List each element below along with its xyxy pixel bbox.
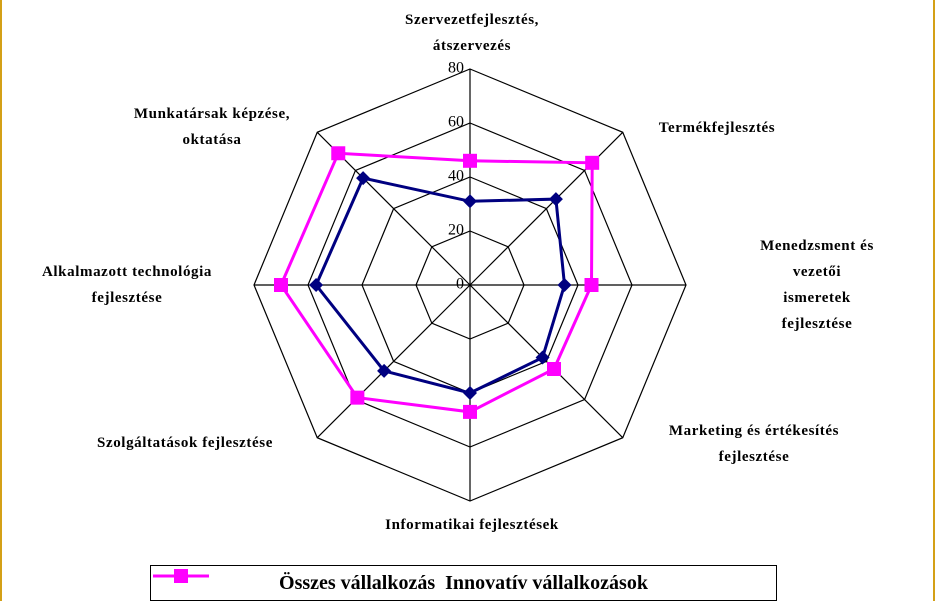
marker	[463, 153, 477, 168]
axis-label: Informatikai fejlesztések	[385, 517, 559, 533]
tick-label: 40	[448, 168, 464, 185]
marker	[463, 386, 477, 400]
marker	[377, 363, 392, 378]
legend-label: Összes vállalkozás	[279, 571, 436, 594]
spoke	[316, 284, 471, 439]
marker	[584, 278, 599, 292]
marker	[463, 194, 477, 209]
legend-label: Innovatív vállalkozások	[445, 571, 648, 594]
marker	[331, 146, 346, 161]
marker	[585, 155, 600, 170]
tick-label: 60	[448, 114, 464, 131]
axis-label: Szolgáltatások fejlesztése	[97, 435, 273, 451]
marker	[548, 192, 563, 207]
legend-item: Összes vállalkozás	[153, 569, 436, 595]
axis-label: Alkalmazott technológia fejlesztése	[41, 264, 213, 306]
axis-label: Szervezetfejlesztés, átszervezés	[405, 12, 539, 54]
marker	[309, 278, 324, 292]
axis-label: Munkatársak képzése, oktatása	[133, 106, 291, 148]
spoke	[469, 284, 624, 439]
legend: Összes vállalkozás Innovatív vállalkozáso…	[150, 565, 777, 601]
legend-swatch	[153, 569, 209, 583]
axis-label: Termékfejlesztés	[658, 120, 776, 136]
marker	[350, 390, 365, 405]
marker	[356, 171, 371, 186]
tick-label: 20	[448, 222, 464, 239]
marker	[557, 278, 572, 292]
marker	[535, 350, 550, 365]
marker	[274, 278, 288, 292]
axis-label: Marketing és értékesítés fejlesztése	[668, 423, 840, 465]
marker	[463, 404, 477, 419]
legend-item: Innovatív vállalkozások	[153, 569, 648, 595]
legend-marker	[174, 569, 188, 583]
axis-label: Menedzsment és vezetői ismeretek fejlesz…	[760, 238, 874, 332]
tick-label: 80	[448, 60, 464, 77]
tick-label: 0	[456, 276, 464, 293]
series-line	[279, 151, 594, 414]
marker	[547, 362, 562, 377]
